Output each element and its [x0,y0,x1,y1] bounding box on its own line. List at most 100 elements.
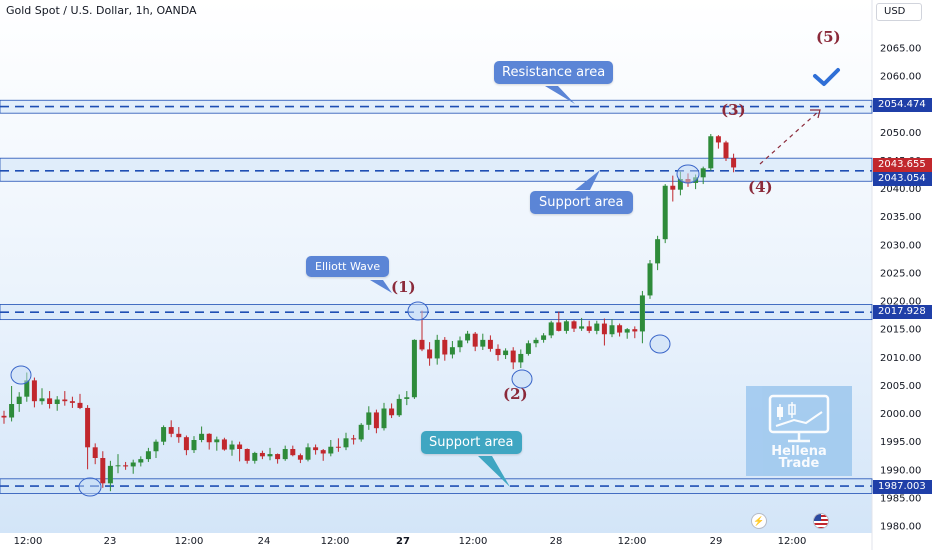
candle-body [723,142,729,159]
candle-body [434,339,440,359]
candle-body [9,404,15,418]
price-tag-support-upper: 2043.054 [873,172,932,186]
time-tick-label: 23 [104,536,117,547]
wave-label-4: (4) [748,178,773,196]
price-tick-label: 1985.00 [880,493,921,504]
candle-body [624,329,630,333]
candle-body [100,458,106,484]
candle-body [351,438,357,440]
candle-body [389,408,395,416]
check-mark-icon [813,68,840,86]
candle-body [153,441,159,452]
candle-body [442,339,448,355]
time-tick-label: 12:00 [175,536,204,547]
candle-body [252,452,258,461]
watermark-line1: Hellena [771,444,827,459]
candle-body [130,462,136,467]
price-tag-resistance: 2054.474 [873,98,932,112]
projection-arrowhead [810,109,821,119]
watermark-line2: Trade [778,456,820,471]
candle-body [404,397,410,399]
support-area-callout-upper: Support area [530,191,633,214]
candle-body [328,446,334,454]
time-tick-label: 27 [396,536,410,547]
candle-body [305,447,311,460]
swing-marker-high-22 [10,365,32,385]
candle-body [731,158,737,168]
candle-body [107,465,113,484]
candle-body [221,439,227,450]
price-tag-current: 2043.655 [873,158,932,172]
price-tick-label: 2065.00 [880,43,921,54]
resistance-area-callout: Resistance area [494,61,614,84]
time-tick-label: 24 [258,536,271,547]
candle-body [510,350,516,363]
us-flag-icon[interactable] [813,513,829,529]
price-tick-label: 2025.00 [880,268,921,279]
candle-body [69,401,75,403]
candle-body [16,396,22,404]
candle-body [457,340,463,348]
candle-body [411,339,417,398]
candle-body [183,437,189,451]
wave-label-3: (3) [721,101,746,119]
candle-body [579,326,585,329]
us-flag-graphic [814,514,828,528]
candle-body [503,350,509,356]
candle-body [449,347,455,355]
candle-body [168,427,174,434]
candle-body [199,433,205,440]
candle-body [275,454,281,460]
price-tick-label: 2035.00 [880,212,921,223]
candle-body [267,454,273,457]
swing-marker-low-23 [78,477,102,497]
candle-body [670,185,676,190]
candle-body [138,459,144,463]
currency-dropdown[interactable]: USD [876,3,922,21]
time-tick-label: 12:00 [618,536,647,547]
candle-body [1,415,7,418]
candle-body [533,339,539,344]
swing-marker-wave1 [407,301,429,321]
candle-body [282,449,288,460]
candle-body [358,424,364,440]
time-tick-label: 12:00 [778,536,807,547]
candle-body [647,263,653,296]
candle-body [366,412,372,425]
price-tick-label: 2005.00 [880,381,921,392]
candle-body [487,339,493,349]
candle-body [343,438,349,448]
swing-marker-pullback [649,334,671,354]
swing-marker-wave2 [511,369,533,389]
candle-body [92,447,98,458]
candle-body [191,440,197,451]
price-tick-label: 2030.00 [880,240,921,251]
candle-body [617,325,623,333]
candle-body [715,136,721,143]
candle-body [419,339,425,350]
callout-pointer-support-lower [478,456,510,487]
callout-pointer-resistance [545,86,575,104]
candle-body [290,449,296,456]
candle-body [662,185,668,240]
symbol-title: Gold Spot / U.S. Dollar, 1h, OANDA [6,4,197,17]
zone-support_upper [0,157,873,182]
wave-label-1: (1) [391,278,416,296]
candle-body [123,465,129,467]
candle-body [556,322,562,331]
candle-body [297,455,303,460]
candle-body [563,321,569,331]
time-tick-label: 12:00 [14,536,43,547]
time-tick-label: 28 [550,536,563,547]
price-tick-label: 2015.00 [880,325,921,336]
candle-body [541,335,547,340]
callout-pointer-elliott [370,280,392,293]
candle-body [54,399,60,404]
candle-body [396,398,402,416]
lightning-icon[interactable]: ⚡ [751,513,767,529]
time-tick-label: 12:00 [459,536,488,547]
candle-body [381,408,387,429]
candle-body [320,450,326,454]
candle-body [39,398,45,402]
